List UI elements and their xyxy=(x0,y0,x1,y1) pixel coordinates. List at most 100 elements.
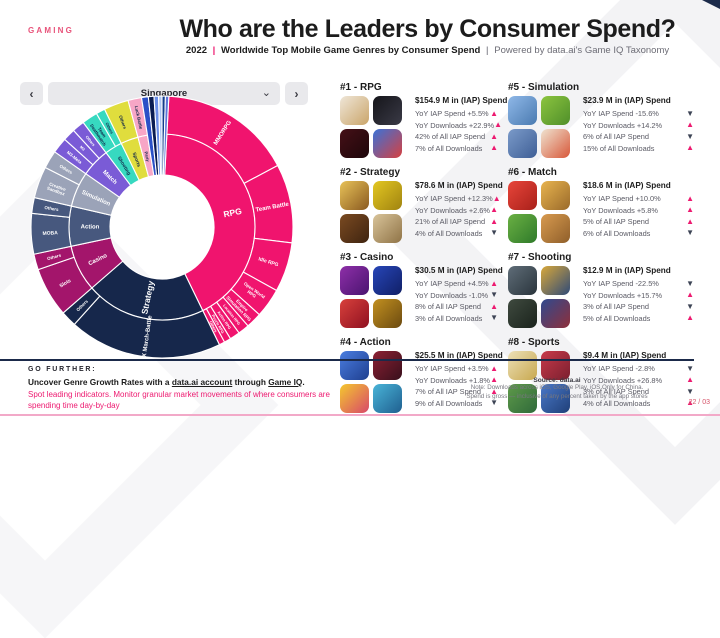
genre-stat-row: YoY IAP Spend -22.5% ▼ xyxy=(583,278,694,290)
genre-stat-row: YoY IAP Spend -2.8% ▼ xyxy=(583,363,694,375)
dataai-account-link[interactable]: data.ai account xyxy=(171,377,233,387)
trend-down-icon: ▼ xyxy=(686,386,694,396)
trend-down-icon: ▼ xyxy=(490,228,498,238)
genre-stat-label: YoY Downloads +1.8% xyxy=(415,375,490,385)
game-iq-link[interactable]: Game IQ xyxy=(268,377,303,387)
source-note: Spend is gross — inclusive of any percen… xyxy=(466,392,648,400)
trend-up-icon: ▲ xyxy=(686,120,694,130)
game-app-icon xyxy=(340,266,369,295)
genre-block: #1 - RPG $154.9 M in (IAP) Spend YoY IAP S… xyxy=(340,82,508,158)
cta-text: with a xyxy=(143,377,172,387)
genre-stat-label: 8% of All IAP Spend xyxy=(415,302,482,312)
game-app-icon xyxy=(340,96,369,125)
genre-block: #4 - Action $25.5 M in (IAP) Spend YoY IAP… xyxy=(340,337,503,413)
game-icon-grid xyxy=(340,351,402,413)
section-eyebrow: GAMING xyxy=(28,26,75,35)
page-number: 22 / 03 xyxy=(688,399,710,406)
country-selector: ‹ Singapore ⌄ › xyxy=(20,82,308,105)
sunburst-label: Others xyxy=(85,135,96,147)
genre-block: #2 - Strategy $78.6 M in (IAP) Spend YoY I… xyxy=(340,167,503,243)
footer-divider xyxy=(0,359,694,361)
genre-stat-label: 9% of All Downloads xyxy=(415,398,483,408)
game-app-icon xyxy=(541,351,570,380)
trend-down-icon: ▼ xyxy=(686,301,694,311)
game-app-icon xyxy=(373,266,402,295)
game-app-icon xyxy=(508,129,537,158)
go-further-block: GO FURTHER: Uncover Genre Growth Rates w… xyxy=(28,366,358,411)
country-dropdown[interactable]: Singapore ⌄ xyxy=(48,82,280,105)
trend-down-icon: ▼ xyxy=(686,363,694,373)
game-app-icon xyxy=(541,214,570,243)
genre-spend-value: $9.4 M in (IAP) Spend xyxy=(583,351,667,360)
subtitle-separator: | xyxy=(212,45,216,57)
trend-up-icon: ▲ xyxy=(492,193,501,203)
game-app-icon xyxy=(541,266,570,295)
game-app-icon xyxy=(373,299,402,328)
sunburst-label: Others xyxy=(44,205,59,212)
genre-rank-label: #1 - RPG xyxy=(340,82,382,93)
trend-up-icon: ▲ xyxy=(490,108,498,118)
genre-stat-label: 3% of All IAP Spend xyxy=(583,387,650,397)
sunburst-label: M3 xyxy=(79,145,86,152)
game-app-icon xyxy=(373,384,402,413)
go-further-subtext: Spot leading indicators. Monitor granula… xyxy=(28,389,330,410)
genre-spend-value: $154.9 M in (IAP) Spend xyxy=(415,96,508,105)
genre-stat-label: YoY IAP Spend +5.5% xyxy=(415,109,489,119)
genre-stat-row: YoY Downloads +5.8% ▲ xyxy=(583,205,694,217)
game-app-icon xyxy=(340,181,369,210)
genre-stat-row: 3% of All Downloads ▼ xyxy=(415,313,498,325)
trend-up-icon: ▲ xyxy=(686,193,694,203)
game-app-icon xyxy=(373,181,402,210)
trend-up-icon: ▲ xyxy=(490,386,498,396)
genre-rank-label: #5 - Simulation xyxy=(508,82,580,93)
trend-down-icon: ▼ xyxy=(490,290,498,300)
sunburst-label: Others xyxy=(208,320,217,333)
trend-up-icon: ▲ xyxy=(490,131,498,141)
genre-rank-label: #4 - Action xyxy=(340,337,391,348)
game-app-icon xyxy=(340,384,369,413)
game-app-icon xyxy=(373,214,402,243)
trend-up-icon: ▲ xyxy=(686,313,694,323)
genre-stat-label: 3% of All IAP Spend xyxy=(583,302,650,312)
genre-stat-row: 6% of All IAP Spend ▼ xyxy=(583,131,694,143)
genre-stat-label: YoY IAP Spend -22.5% xyxy=(583,279,659,289)
game-app-icon xyxy=(508,181,537,210)
genre-block: #3 - Casino $30.5 M in (IAP) Spend YoY IAP… xyxy=(340,252,503,328)
genre-stat-label: YoY IAP Spend +4.5% xyxy=(415,279,489,289)
prev-country-button[interactable]: ‹ xyxy=(20,82,43,105)
next-country-button[interactable]: › xyxy=(285,82,308,105)
genre-stat-row: YoY Downloads -1.0% ▼ xyxy=(415,290,498,302)
genre-stat-label: YoY IAP Spend -15.6% xyxy=(583,109,659,119)
genre-stat-row: 4% of All Downloads ▲ xyxy=(583,398,694,410)
trend-up-icon: ▲ xyxy=(490,216,498,226)
genre-stat-row: YoY IAP Spend +5.5% ▲ xyxy=(415,108,498,120)
genre-stat-label: 5% of All Downloads xyxy=(583,313,651,323)
sunburst-label: Others xyxy=(118,115,128,131)
game-app-icon xyxy=(508,351,537,380)
trend-down-icon: ▼ xyxy=(686,108,694,118)
genre-stat-label: 3% of All Downloads xyxy=(415,313,483,323)
genre-spend-value: $12.9 M in (IAP) Spend xyxy=(583,266,671,275)
go-further-cta: Uncover Genre Growth Rates with a data.a… xyxy=(28,377,358,388)
trend-up-icon: ▲ xyxy=(686,143,694,153)
game-app-icon xyxy=(541,129,570,158)
genre-stat-row: 8% of All IAP Spend ▲ xyxy=(415,301,498,313)
genre-stat-label: 6% of All IAP Spend xyxy=(583,132,650,142)
game-app-icon xyxy=(541,96,570,125)
game-icon-grid xyxy=(508,181,570,243)
genre-rank-label: #6 - Match xyxy=(508,167,557,178)
trend-up-icon: ▲ xyxy=(686,205,694,215)
trend-up-icon: ▲ xyxy=(490,143,498,153)
game-app-icon xyxy=(340,299,369,328)
cta-text: . xyxy=(302,377,305,387)
trend-down-icon: ▼ xyxy=(686,228,694,238)
corner-accent xyxy=(702,0,720,9)
go-further-label: GO FURTHER: xyxy=(28,366,97,373)
sunburst-label: Party xyxy=(144,151,151,163)
genre-stat-label: 7% of All IAP Spend xyxy=(415,387,482,397)
genre-stat-row: 15% of All Downloads ▲ xyxy=(583,143,694,155)
genre-stat-label: 6% of All Downloads xyxy=(583,228,651,238)
subtitle-separator: | xyxy=(485,45,489,57)
game-icon-grid xyxy=(340,96,402,158)
genre-rank-label: #3 - Casino xyxy=(340,252,394,263)
